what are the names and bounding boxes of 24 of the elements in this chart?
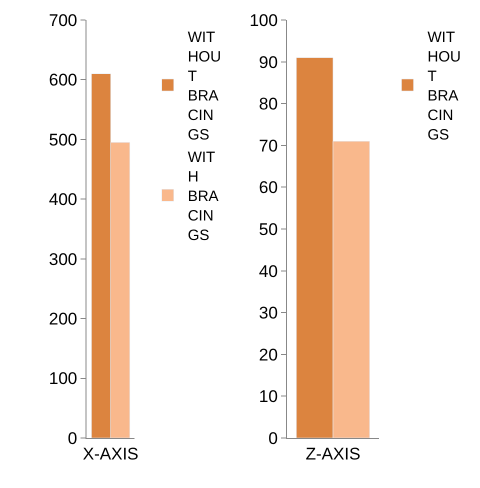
legend-label: WITHOUT BRACINGS <box>188 29 222 144</box>
y-tick-label: 100 <box>249 10 278 30</box>
y-tick-label: 700 <box>48 10 78 30</box>
y-tick-label: 100 <box>48 369 78 388</box>
y-tick-label: 0 <box>68 428 78 448</box>
y-tick-label: 400 <box>48 190 78 210</box>
y-tick-label: 60 <box>258 178 278 198</box>
y-tick-label: 300 <box>48 250 78 269</box>
legend-label: WITHOUT BRACINGS <box>428 29 461 144</box>
y-tick-label: 20 <box>258 345 278 364</box>
x-tick-label: X-AXIS <box>82 444 139 464</box>
y-tick-label: 600 <box>48 70 78 90</box>
y-tick-label: 50 <box>258 220 278 239</box>
y-tick-label: 10 <box>258 387 278 406</box>
y-tick-label: 70 <box>258 136 278 156</box>
y-tick-label: 90 <box>258 52 278 72</box>
y-tick-label: 500 <box>48 130 78 150</box>
y-tick-label: 0 <box>268 428 278 448</box>
y-tick-label: 40 <box>258 262 278 281</box>
y-tick-label: 200 <box>48 310 78 329</box>
y-tick-label: 80 <box>258 94 278 114</box>
y-tick-label: 30 <box>258 304 278 323</box>
legend-label: WITH BRACINGS <box>188 149 219 244</box>
x-tick-label: Z-AXIS <box>306 444 360 464</box>
